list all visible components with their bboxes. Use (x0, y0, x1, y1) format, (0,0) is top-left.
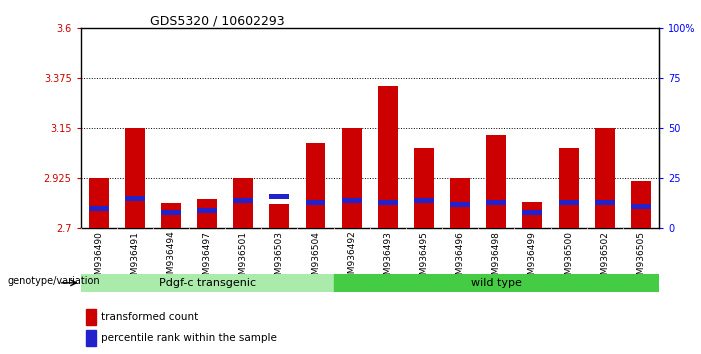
Text: transformed count: transformed count (101, 312, 198, 322)
Bar (306, 143, 325, 228)
Bar (378, 86, 397, 228)
Text: GSM936502: GSM936502 (600, 231, 609, 286)
Bar (233, 178, 253, 228)
Bar (125, 196, 145, 200)
Bar (197, 208, 217, 212)
Text: GSM936492: GSM936492 (347, 231, 356, 285)
Text: GSM936505: GSM936505 (637, 231, 646, 286)
Text: wild type: wild type (471, 278, 522, 288)
Bar (450, 178, 470, 228)
Bar (342, 198, 362, 202)
Bar (334, 274, 659, 292)
Bar (631, 181, 651, 228)
Bar (414, 198, 434, 202)
Bar (86, 330, 96, 346)
Text: GSM936501: GSM936501 (239, 231, 247, 286)
Text: GDS5320 / 10602293: GDS5320 / 10602293 (150, 14, 285, 27)
Bar (522, 202, 543, 228)
Text: GSM936498: GSM936498 (492, 231, 501, 286)
Text: GSM936490: GSM936490 (94, 231, 103, 286)
Bar (342, 129, 362, 228)
Text: GSM936496: GSM936496 (456, 231, 465, 286)
Text: GSM936497: GSM936497 (203, 231, 212, 286)
Bar (559, 200, 578, 205)
Bar (559, 148, 578, 228)
Bar (161, 210, 181, 215)
Bar (486, 135, 506, 228)
Bar (378, 200, 397, 205)
Text: GSM936491: GSM936491 (130, 231, 139, 286)
Text: GSM936495: GSM936495 (419, 231, 428, 286)
Bar (631, 204, 651, 209)
Bar (233, 198, 253, 202)
Text: percentile rank within the sample: percentile rank within the sample (101, 332, 277, 343)
Bar (594, 129, 615, 228)
Text: genotype/variation: genotype/variation (7, 276, 100, 286)
Bar (269, 194, 290, 199)
Text: GSM936504: GSM936504 (311, 231, 320, 286)
Text: GSM936500: GSM936500 (564, 231, 573, 286)
Text: GSM936493: GSM936493 (383, 231, 393, 286)
Bar (125, 129, 145, 228)
Bar (306, 200, 325, 205)
Bar (86, 309, 96, 325)
Text: Pdgf-c transgenic: Pdgf-c transgenic (158, 278, 256, 288)
Bar (89, 178, 109, 228)
Text: GSM936499: GSM936499 (528, 231, 537, 286)
Text: GSM936494: GSM936494 (166, 231, 175, 285)
Bar (161, 203, 181, 228)
Bar (414, 148, 434, 228)
Text: GSM936503: GSM936503 (275, 231, 284, 286)
Bar (269, 204, 290, 228)
Bar (594, 200, 615, 205)
Bar (81, 274, 334, 292)
Bar (89, 206, 109, 211)
Bar (197, 199, 217, 228)
Bar (486, 200, 506, 205)
Bar (450, 202, 470, 206)
Bar (522, 210, 543, 215)
